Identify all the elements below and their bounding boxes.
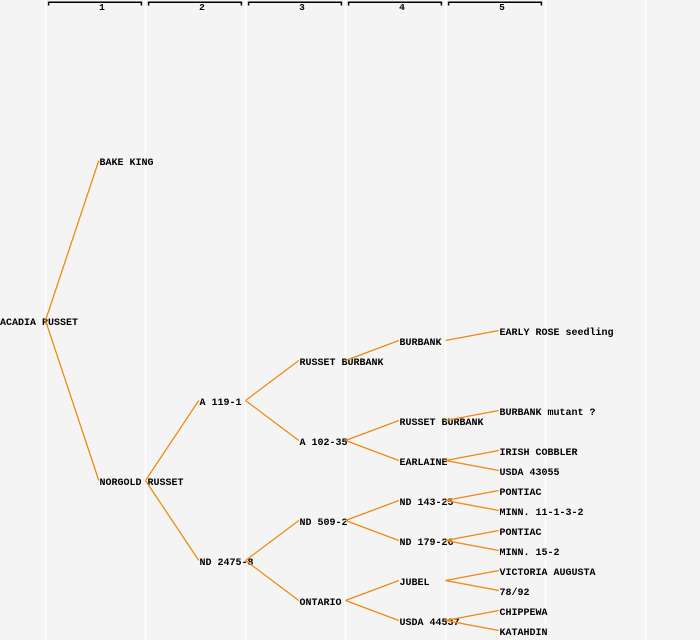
svg-text:5: 5 [499,2,505,13]
svg-text:ND 509-2: ND 509-2 [300,518,348,529]
svg-text:KATAHDIN: KATAHDIN [500,628,548,639]
svg-text:ND 179-26: ND 179-26 [400,538,454,549]
svg-text:BURBANK: BURBANK [400,338,442,349]
svg-text:VICTORIA AUGUSTA: VICTORIA AUGUSTA [500,568,596,579]
svg-text:BURBANK mutant ?: BURBANK mutant ? [500,408,596,419]
svg-text:JUBEL: JUBEL [400,578,430,589]
svg-text:2: 2 [199,2,205,13]
svg-text:A 119-1: A 119-1 [200,398,242,409]
svg-text:MINN. 11-1-3-2: MINN. 11-1-3-2 [500,508,584,519]
svg-text:USDA 43055: USDA 43055 [500,468,560,479]
svg-text:NORGOLD RUSSET: NORGOLD RUSSET [100,478,184,489]
svg-text:A 102-35: A 102-35 [300,438,348,449]
svg-text:ND 143-25: ND 143-25 [400,498,454,509]
svg-text:MINN. 15-2: MINN. 15-2 [500,548,560,559]
svg-text:USDA 44537: USDA 44537 [400,618,460,629]
svg-text:ND 2475-8: ND 2475-8 [200,558,254,569]
svg-text:EARLAINE: EARLAINE [400,458,448,469]
svg-text:1: 1 [99,2,105,13]
svg-text:ACADIA RUSSET: ACADIA RUSSET [0,318,78,329]
svg-text:4: 4 [399,2,405,13]
svg-text:ONTARIO: ONTARIO [300,598,342,609]
svg-text:78/92: 78/92 [500,587,530,599]
svg-text:RUSSET BURBANK: RUSSET BURBANK [400,418,484,429]
svg-text:RUSSET BURBANK: RUSSET BURBANK [300,358,384,369]
svg-text:PONTIAC: PONTIAC [500,528,542,539]
svg-text:PONTIAC: PONTIAC [500,488,542,499]
svg-text:3: 3 [299,2,305,13]
svg-text:IRISH COBBLER: IRISH COBBLER [500,448,578,459]
svg-text:EARLY ROSE seedling: EARLY ROSE seedling [500,327,614,339]
svg-text:BAKE KING: BAKE KING [100,158,154,169]
svg-text:CHIPPEWA: CHIPPEWA [500,608,548,619]
